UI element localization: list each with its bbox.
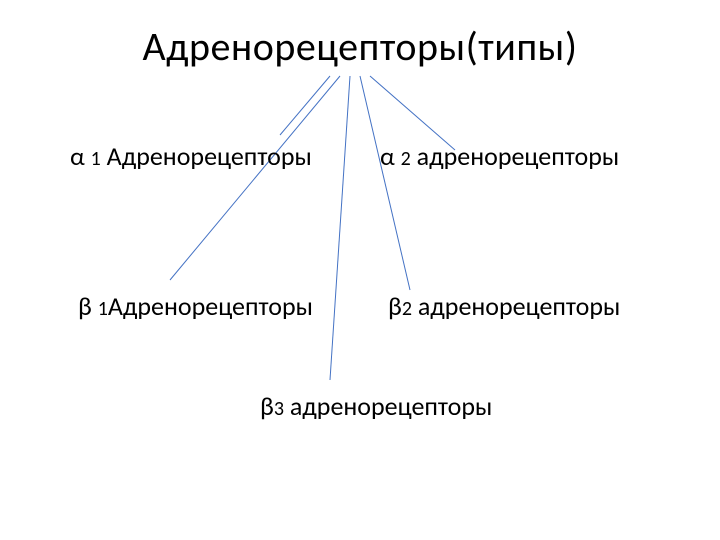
label-beta2: β2 адренорецепторы (388, 290, 620, 322)
beta3-text: адренорецепторы (284, 390, 492, 422)
beta1-sub: 1 (98, 297, 108, 321)
label-beta3: β3 адренорецепторы (260, 390, 492, 422)
beta1-prefix: β (78, 290, 98, 322)
beta3-sub: 3 (274, 397, 284, 421)
beta1-text: Адренорецепторы (108, 290, 313, 322)
label-alpha1: α 1 Адренорецепторы (70, 140, 312, 172)
alpha1-prefix: α (70, 140, 91, 172)
alpha2-text: адренорецепторы (411, 140, 619, 172)
alpha2-prefix: α (380, 140, 401, 172)
alpha2-sub: 2 (401, 147, 411, 171)
beta3-prefix: β (260, 390, 274, 422)
beta2-sub: 2 (402, 297, 412, 321)
beta2-prefix: β (388, 290, 402, 322)
alpha1-text: Адренорецепторы (101, 140, 312, 172)
connector-lines (0, 0, 720, 540)
slide: Адренорецепторы(типы) α 1 Адренорецептор… (0, 0, 720, 540)
page-title: Адренорецепторы(типы) (0, 22, 720, 71)
alpha1-sub: 1 (91, 147, 101, 171)
label-alpha2: α 2 адренорецепторы (380, 140, 619, 172)
beta2-text: адренорецепторы (412, 290, 620, 322)
label-beta1: β 1Адренорецепторы (78, 290, 313, 322)
